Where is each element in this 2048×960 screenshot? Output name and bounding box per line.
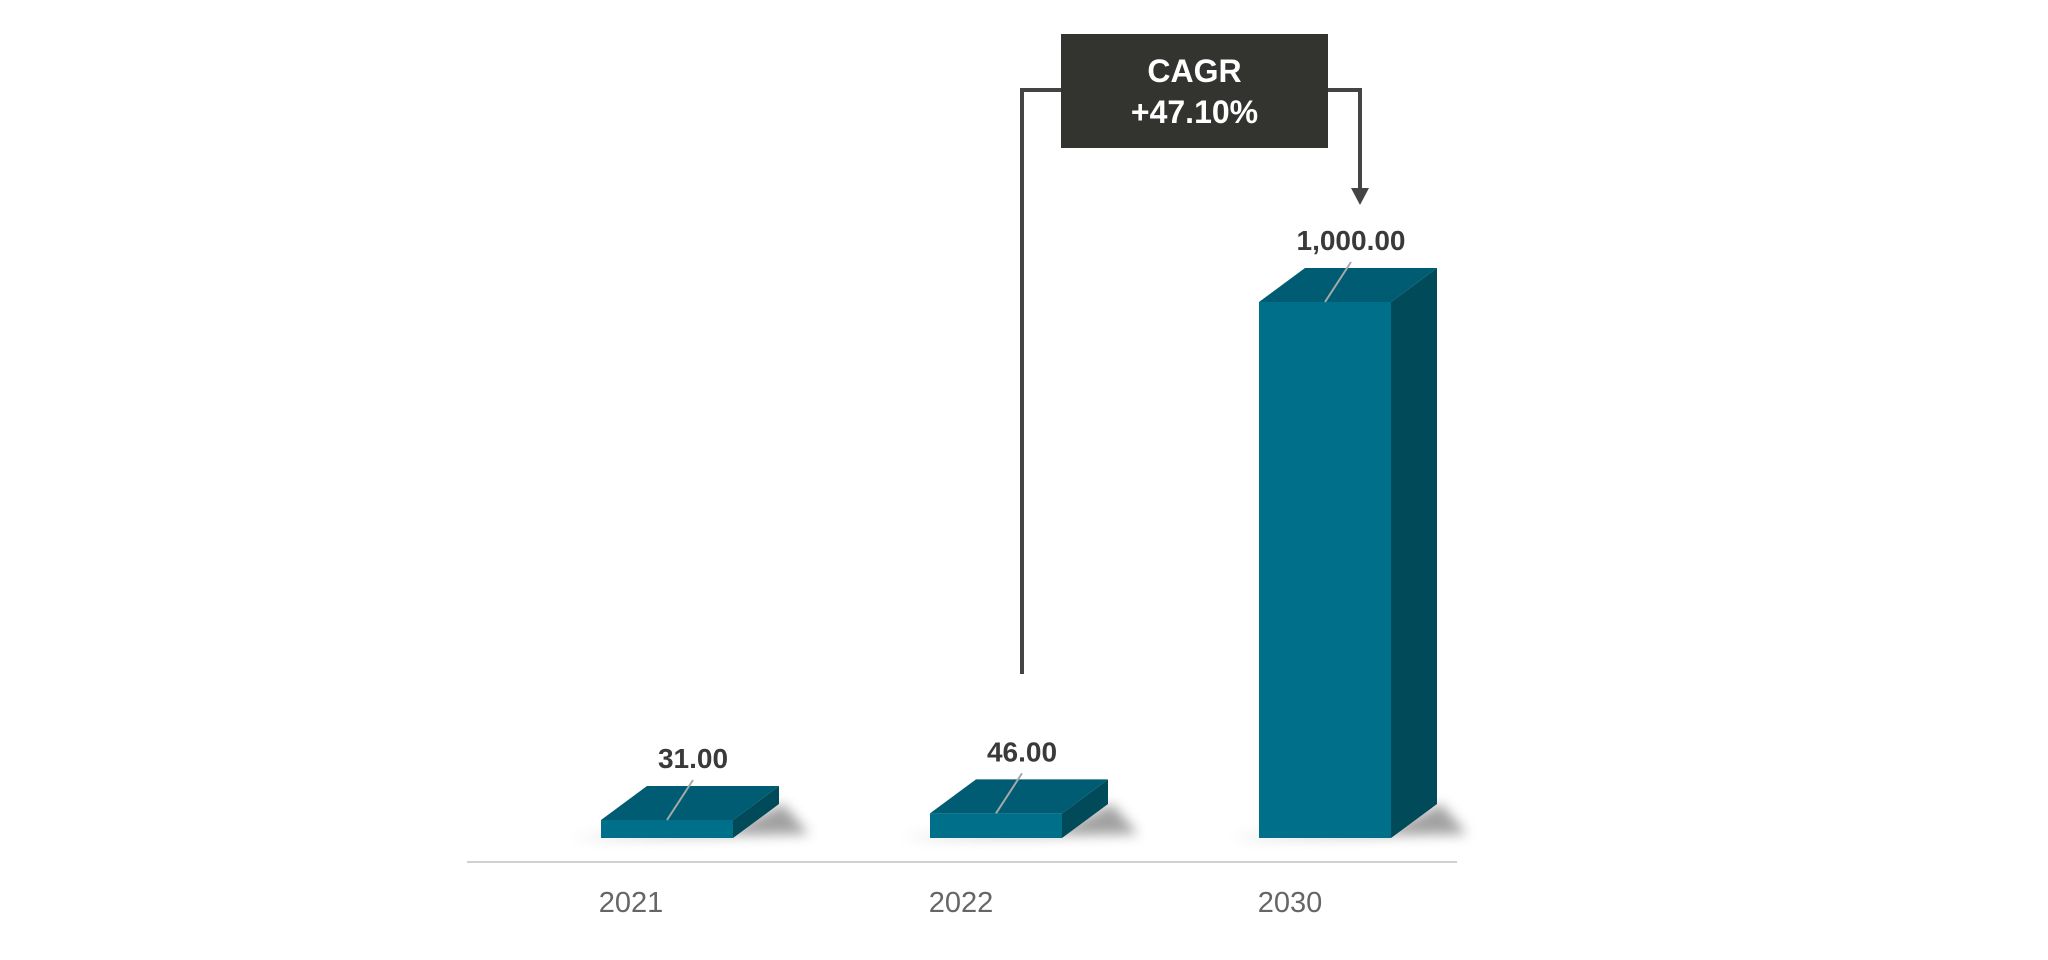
bar-shadow — [571, 804, 809, 838]
cagr-arrowhead — [1351, 188, 1369, 205]
data-label-leader — [666, 779, 694, 821]
x-tick-label: 2030 — [1258, 887, 1323, 919]
bar-2030 — [1259, 268, 1437, 838]
data-label: 31.00 — [658, 743, 728, 774]
cagr-value: +47.10% — [1131, 94, 1258, 130]
x-axis-tick-labels: 2021 2022 2030 — [599, 887, 1323, 919]
bar-front-face — [601, 820, 733, 838]
data-label-leader — [1324, 261, 1352, 303]
data-labels: 31.00 46.00 1,000.00 — [658, 225, 1406, 821]
bar-shadow — [1229, 804, 1467, 838]
bar-shadow — [900, 804, 1138, 838]
data-label: 1,000.00 — [1297, 225, 1406, 256]
bar-shadows — [571, 804, 1467, 838]
cagr-box — [1061, 34, 1328, 148]
bar-side-face — [1062, 779, 1108, 838]
bar-front-face — [1259, 302, 1391, 838]
cagr-title: CAGR — [1147, 53, 1241, 89]
bar-side-face — [1391, 268, 1437, 838]
bar-top-face — [601, 786, 779, 820]
bar-front-face — [930, 813, 1062, 838]
bar-2021 — [601, 786, 779, 838]
x-tick-label: 2021 — [599, 887, 664, 919]
x-tick-label: 2022 — [929, 887, 994, 919]
cagr-connector-line — [1020, 88, 1362, 674]
data-label: 46.00 — [987, 736, 1057, 767]
bar-top-face — [1259, 268, 1437, 302]
cagr-annotation: CAGR +47.10% — [1020, 34, 1369, 674]
bar-side-face — [733, 786, 779, 838]
bars — [601, 268, 1437, 838]
bar-top-face — [930, 779, 1108, 814]
bar-2022 — [930, 779, 1108, 838]
data-label-leader — [995, 772, 1023, 814]
